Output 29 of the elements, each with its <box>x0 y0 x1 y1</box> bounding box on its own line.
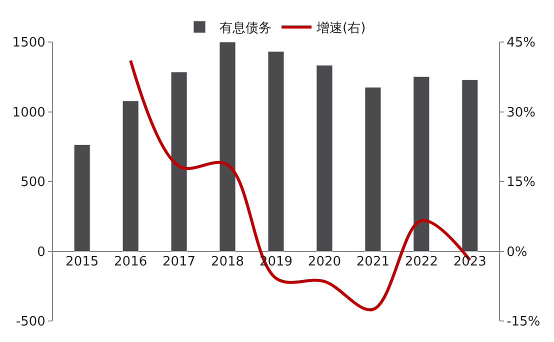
y2-tick-label: 15% <box>506 175 536 190</box>
bar <box>122 100 139 252</box>
bar <box>364 87 382 252</box>
y-tick-label: 1000 <box>12 105 46 120</box>
y2-tick-label: 0% <box>506 244 528 260</box>
y2-tick-label: 45% <box>506 36 536 51</box>
bar <box>170 72 188 252</box>
x-tick-label: 2022 <box>404 254 438 270</box>
x-tick-label: 2021 <box>356 254 390 270</box>
x-tick-label: 2015 <box>66 254 99 270</box>
bar <box>268 51 284 252</box>
x-tick-label: 2017 <box>162 254 196 270</box>
legend-label: 有息债务 <box>220 21 272 36</box>
y2-tick-label: -15% <box>506 314 540 330</box>
bar <box>316 65 333 252</box>
x-tick-label: 2020 <box>308 254 342 270</box>
bar <box>462 80 478 252</box>
legend-label: 增速(右) <box>316 21 366 36</box>
x-tick-label: 2023 <box>453 254 486 270</box>
y-tick-label: 1500 <box>12 36 46 51</box>
y-tick-label: 500 <box>20 175 46 190</box>
x-tick-label: 2018 <box>210 254 244 270</box>
bar <box>219 42 236 252</box>
x-tick-label: 2016 <box>114 254 148 270</box>
bar <box>74 144 90 252</box>
y2-tick-label: 30% <box>506 105 536 120</box>
bar <box>413 76 430 252</box>
y-tick-label: 0 <box>37 244 46 260</box>
y-tick-label: -500 <box>16 314 46 330</box>
